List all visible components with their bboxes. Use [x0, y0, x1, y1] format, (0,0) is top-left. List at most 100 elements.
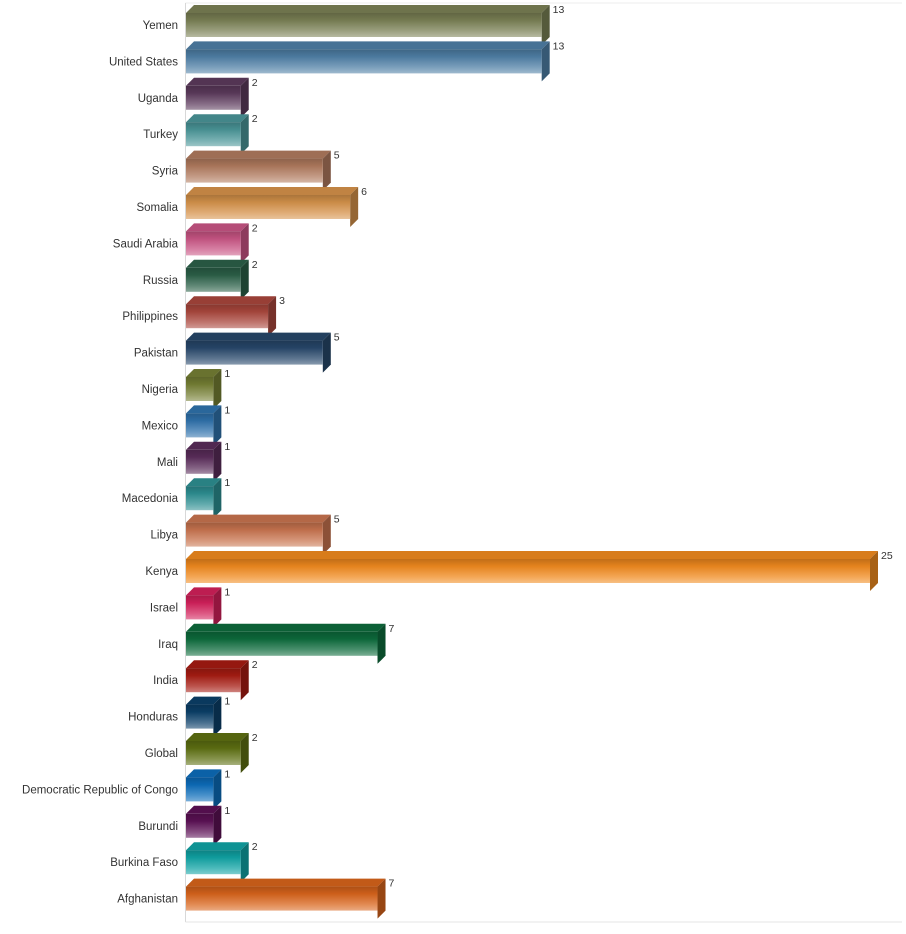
category-label-israel: Israel	[150, 602, 178, 614]
data-label-russia: 2	[252, 259, 258, 271]
data-label-yemen: 13	[553, 4, 565, 16]
bar-side-face	[213, 805, 222, 846]
data-label-burkina-faso: 2	[252, 841, 258, 853]
bar-top-face	[186, 623, 386, 632]
bar-front-face	[186, 377, 214, 401]
bar-iraq	[186, 623, 386, 664]
bar-mexico	[186, 405, 222, 446]
category-label-united-states: United States	[109, 56, 178, 68]
bar-side-face	[322, 150, 331, 191]
category-label-mali: Mali	[157, 457, 178, 469]
category-label-somalia: Somalia	[136, 202, 178, 214]
bar-front-face	[186, 49, 542, 74]
category-label-libya: Libya	[151, 530, 179, 542]
bar-side-face	[240, 660, 249, 701]
category-label-syria: Syria	[152, 166, 179, 178]
bar-front-face	[186, 267, 241, 292]
category-label-macedonia: Macedonia	[122, 493, 179, 505]
category-label-democratic-republic-of-congo: Democratic Republic of Congo	[22, 784, 178, 796]
data-label-united-states: 13	[553, 40, 565, 52]
bar-side-face	[213, 696, 222, 737]
bar-macedonia	[186, 478, 222, 519]
bar-top-face	[186, 369, 222, 377]
bar-india	[186, 660, 249, 701]
bar-top-face	[186, 551, 878, 559]
bar-front-face	[186, 340, 323, 365]
category-label-global: Global	[145, 748, 178, 760]
data-label-honduras: 1	[224, 696, 230, 708]
bar-side-face	[240, 259, 249, 300]
data-label-somalia: 6	[361, 186, 367, 198]
bar-front-face	[186, 631, 378, 656]
bar-saudi-arabia	[186, 223, 249, 264]
data-label-syria: 5	[334, 150, 340, 162]
category-label-honduras: Honduras	[128, 712, 178, 724]
bar-top-face	[186, 696, 222, 705]
data-label-democratic-republic-of-congo: 1	[224, 768, 230, 780]
bar-turkey	[186, 114, 249, 155]
data-label-mali: 1	[224, 441, 230, 453]
bar-honduras	[186, 696, 222, 737]
data-label-uganda: 2	[252, 77, 258, 89]
bar-syria	[186, 150, 331, 191]
bar-top-face	[186, 296, 277, 305]
bar-side-face	[541, 41, 550, 82]
bar-burundi	[186, 805, 222, 846]
category-label-burundi: Burundi	[138, 821, 178, 833]
bar-top-face	[186, 405, 222, 414]
bar-somalia	[186, 187, 359, 227]
category-label-uganda: Uganda	[138, 93, 179, 105]
category-label-saudi-arabia: Saudi Arabia	[113, 238, 179, 250]
category-label-yemen: Yemen	[143, 20, 178, 32]
category-label-burkina-faso: Burkina Faso	[110, 857, 178, 869]
data-label-israel: 1	[224, 586, 230, 598]
bar-front-face	[186, 122, 241, 147]
category-label-philippines: Philippines	[122, 311, 178, 323]
bar-front-face	[186, 13, 542, 37]
bar-libya	[186, 514, 331, 555]
bar-top-face	[186, 77, 249, 86]
bar-side-face	[213, 478, 222, 519]
bar-israel	[186, 587, 222, 628]
category-label-iraq: Iraq	[158, 639, 178, 651]
bar-front-face	[186, 158, 323, 183]
bars-group	[186, 5, 878, 919]
bar-side-face	[240, 114, 249, 155]
bar-top-face	[186, 587, 222, 596]
bar-side-face	[240, 77, 249, 118]
bar-top-face	[186, 441, 222, 450]
bar-front-face	[186, 813, 214, 838]
bar-democratic-republic-of-congo	[186, 769, 222, 810]
data-label-iraq: 7	[389, 623, 395, 635]
data-label-saudi-arabia: 2	[252, 222, 258, 234]
bar-front-face	[186, 231, 241, 256]
category-labels-group: Yemen United States Uganda Turkey Syria Somal…	[22, 20, 179, 906]
bar-front-face	[186, 704, 214, 729]
category-label-turkey: Turkey	[143, 129, 178, 141]
plot-frame	[185, 2, 902, 923]
data-label-libya: 5	[334, 514, 340, 526]
bar-side-face	[213, 587, 222, 628]
data-label-pakistan: 5	[334, 332, 340, 344]
bar-philippines	[186, 296, 277, 337]
bar-afghanistan	[186, 878, 386, 919]
bar-yemen	[186, 5, 550, 45]
bar-side-face	[240, 733, 249, 773]
bar-top-face	[186, 259, 249, 268]
bar-global	[186, 733, 249, 773]
category-label-afghanistan: Afghanistan	[117, 894, 178, 906]
bar-front-face	[186, 449, 214, 474]
bar-front-face	[186, 777, 214, 802]
data-label-burundi: 1	[224, 805, 230, 817]
bar-side-face	[213, 405, 222, 446]
bar-front-face	[186, 304, 269, 329]
bar-front-face	[186, 595, 214, 620]
data-label-india: 2	[252, 659, 258, 671]
bar-front-face	[186, 741, 241, 765]
bar-side-face	[213, 769, 222, 810]
bar-front-face	[186, 195, 351, 219]
bar-side-face	[268, 296, 277, 337]
data-label-global: 2	[252, 732, 258, 744]
